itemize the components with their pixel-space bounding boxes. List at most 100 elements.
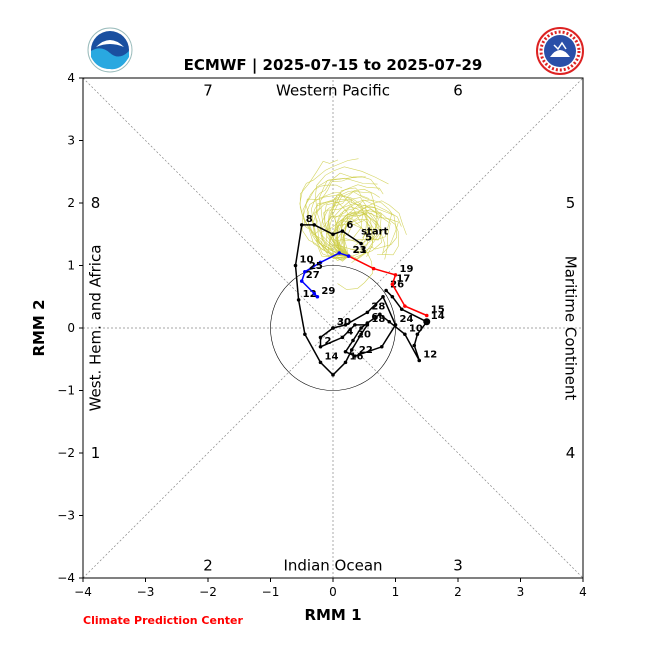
observed-series-point [403, 332, 407, 337]
y-axis-label: RMM 2 [30, 299, 48, 356]
ensemble-member-line [305, 184, 349, 257]
observed-series-day-label: 2 [325, 336, 332, 347]
x-tick-label: 4 [579, 585, 587, 599]
ensemble-member-line [306, 192, 361, 262]
observed-series-point [340, 229, 345, 233]
observed-series-day-label: 10 [300, 255, 314, 266]
observed-series-point [303, 332, 307, 337]
forecast-mean-series-day-label: 21 [353, 245, 367, 256]
ensemble-member-line [327, 187, 370, 257]
observed-series-day-label: 22 [359, 345, 373, 356]
y-tick-label: −3 [57, 509, 75, 523]
observed-series-point [343, 323, 348, 327]
observed-series-point [312, 223, 317, 227]
observed-series-point [365, 310, 370, 315]
observed-series-day-label: 6 [371, 312, 378, 323]
observed-series-day-label: 5 [365, 233, 372, 244]
ensemble-member-line [311, 172, 366, 257]
observed-series-point [399, 307, 404, 312]
observed-series-point [393, 323, 398, 327]
x-tick-label: 2 [454, 585, 462, 599]
observed-series-point [387, 319, 392, 324]
x-tick-label: 1 [392, 585, 400, 599]
phase-number: 5 [566, 194, 576, 212]
observed-series-point [415, 332, 420, 337]
forecast-mean-series-point [424, 313, 429, 318]
x-tick-label: 3 [517, 585, 525, 599]
ensemble-member-line [327, 219, 378, 257]
observed-series-day-label: 12 [423, 350, 437, 361]
forecast-mean-series-point [299, 279, 304, 283]
observed-series-point [318, 344, 323, 349]
observed-series-day-label: 16 [350, 351, 364, 362]
start-label: start [361, 226, 388, 237]
observed-series-point [343, 360, 348, 365]
y-tick-label: 0 [67, 321, 75, 335]
observed-series-point [353, 323, 357, 327]
y-tick-label: −4 [57, 571, 75, 585]
forecast-mean-series-point [390, 282, 395, 287]
forecast-mean-series-line [348, 255, 428, 317]
forecast-mean-series-point [371, 266, 376, 271]
region-label-top: Western Pacific [276, 82, 390, 100]
forecast-mean-series-day-label: 19 [400, 264, 414, 275]
observed-series-point [331, 326, 335, 330]
ensemble-member-line [327, 195, 364, 257]
observed-series-point [318, 335, 323, 340]
observed-series-point [378, 312, 382, 317]
region-label-right: Maritime Continent [562, 256, 580, 401]
observed-series-point [353, 354, 357, 358]
x-tick-label: −1 [262, 585, 280, 599]
x-tick-label: −2 [199, 585, 217, 599]
ensemble-member-line [313, 177, 357, 257]
current-position-marker [423, 318, 431, 326]
ensemble-member-line [320, 176, 380, 257]
observed-series-day-label: 6 [346, 220, 353, 231]
forecast-mean-series-point [337, 251, 342, 255]
observed-series-day-label: 24 [400, 314, 414, 325]
ensemble-member-line [299, 158, 359, 257]
forecast-mean-series-day-label: 15 [431, 305, 445, 316]
phase-number: 7 [203, 82, 213, 100]
observed-series-point [359, 326, 363, 330]
chart-title: ECMWF | 2025-07-15 to 2025-07-29 [184, 56, 483, 75]
observed-series-day-label: 18 [371, 314, 385, 325]
y-tick-label: −1 [57, 384, 75, 398]
ensemble-member-line [337, 238, 374, 290]
y-tick-label: 1 [67, 259, 75, 273]
region-label-bottom: Indian Ocean [283, 557, 382, 575]
ensemble-member-line [301, 194, 353, 259]
forecast-mean-series-day-label: 29 [321, 286, 335, 297]
x-axis-label: RMM 1 [304, 606, 361, 624]
phase-number: 8 [91, 194, 101, 212]
observed-series-day-label: 30 [337, 317, 351, 328]
noaa-logo-icon [87, 27, 133, 73]
observed-series-day-label: 28 [371, 301, 385, 312]
phase-number: 2 [203, 557, 213, 575]
observed-series-point [390, 294, 395, 299]
amplitude-circle [270, 265, 396, 391]
observed-series-day-label: 14 [431, 311, 445, 322]
observed-series-point [412, 343, 417, 348]
observed-series-day-label: 4 [346, 326, 353, 337]
forecast-mean-series-day-label: 25 [309, 261, 323, 272]
observed-series-point [417, 358, 422, 363]
observed-series-point [331, 232, 335, 237]
x-tick-label: 0 [329, 585, 337, 599]
phase-number: 6 [453, 82, 463, 100]
observed-series-point [351, 338, 355, 343]
forecast-mean-series-point [318, 260, 323, 265]
phase-number: 1 [91, 444, 101, 462]
observed-series-point [299, 223, 304, 227]
ensemble-member-line [332, 203, 382, 257]
ensemble-member-line [324, 190, 379, 257]
observed-series-point [359, 241, 363, 246]
y-tick-label: 3 [67, 134, 75, 148]
observed-series-day-label: 20 [357, 330, 371, 341]
observed-series-point [340, 335, 345, 340]
x-tick-label: −3 [137, 585, 155, 599]
nws-logo-icon [536, 27, 584, 75]
forecast-mean-series-point [393, 273, 398, 277]
observed-series-point [384, 288, 388, 293]
